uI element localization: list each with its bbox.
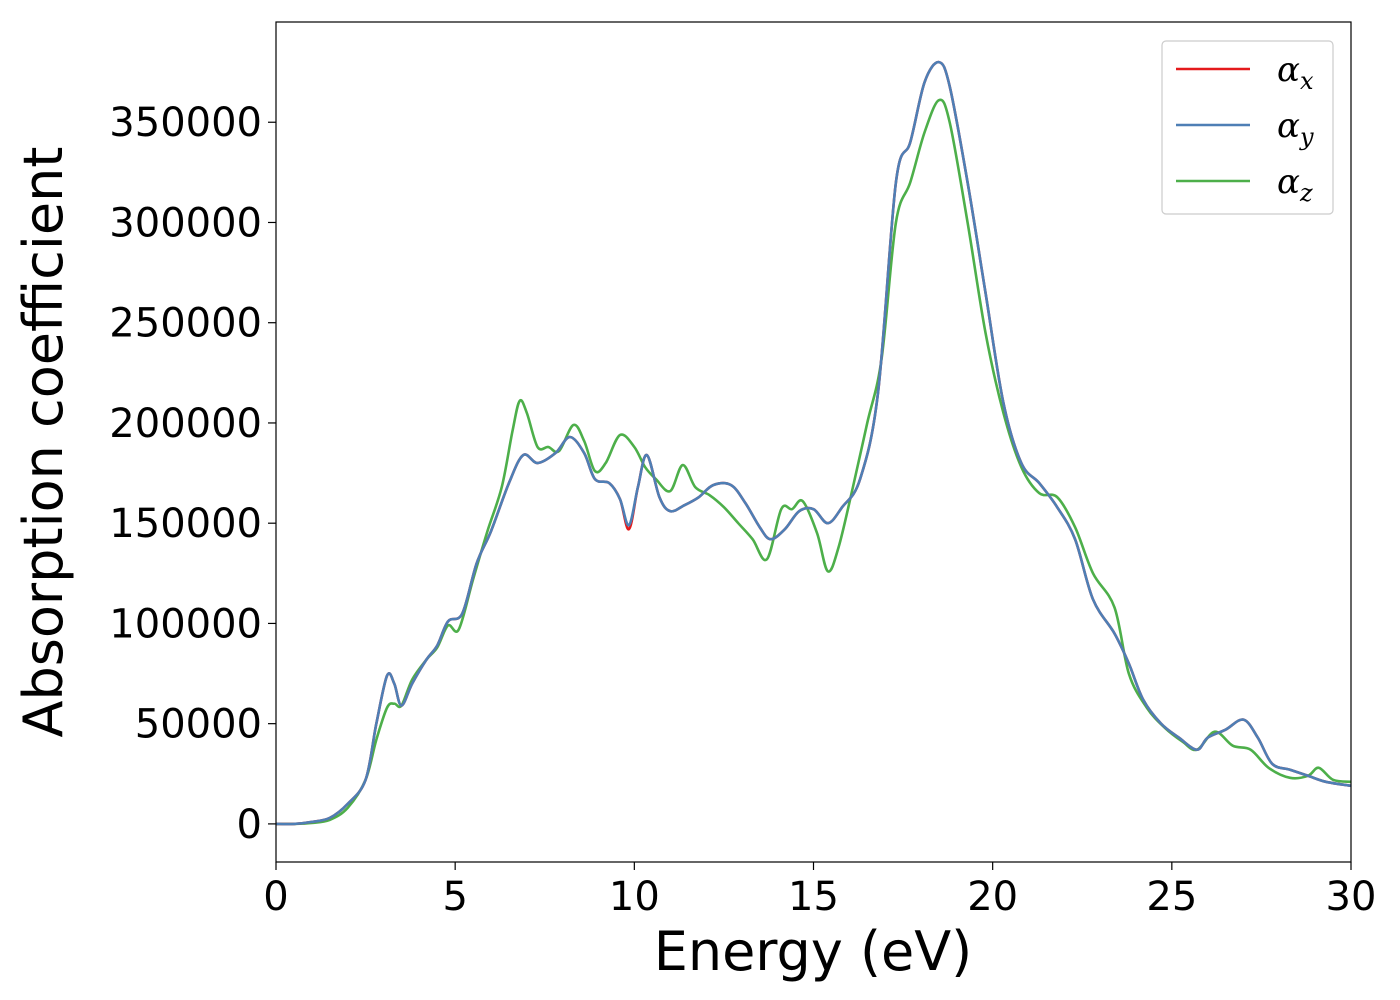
legend-label-z: αz	[1277, 162, 1313, 207]
y-tick-label: 350000	[109, 100, 262, 146]
series-line-z	[275, 98, 1352, 826]
y-axis-label: Absorption coefficient	[12, 147, 75, 738]
y-tick-label: 300000	[109, 200, 262, 246]
x-axis-label: Energy (eV)	[654, 920, 973, 983]
series-line-y	[275, 60, 1352, 826]
y-tick-label: 200000	[109, 401, 262, 447]
x-tick-label: 30	[1326, 874, 1377, 920]
y-tick-label: 100000	[109, 601, 262, 647]
x-tick-label: 0	[263, 874, 288, 920]
legend-label-y: αy	[1277, 106, 1314, 151]
y-tick-label: 0	[237, 802, 262, 848]
legend-frame	[1161, 40, 1334, 215]
y-axis: 0 50000 100000 150000 200000 250000 300000 3500…	[109, 100, 276, 848]
legend-label-x: αx	[1277, 50, 1314, 95]
x-axis: 0 5 10 15 20 25 30	[263, 862, 1376, 920]
y-tick-label: 250000	[109, 301, 262, 347]
legend: αx αy αz	[1161, 40, 1334, 215]
series-layer	[275, 60, 1352, 826]
x-tick-label: 25	[1146, 874, 1197, 920]
x-tick-label: 15	[788, 874, 839, 920]
x-tick-label: 20	[967, 874, 1018, 920]
y-tick-label: 150000	[109, 501, 262, 547]
x-tick-label: 10	[609, 874, 660, 920]
y-tick-label: 50000	[135, 702, 262, 748]
x-tick-label: 5	[442, 874, 467, 920]
